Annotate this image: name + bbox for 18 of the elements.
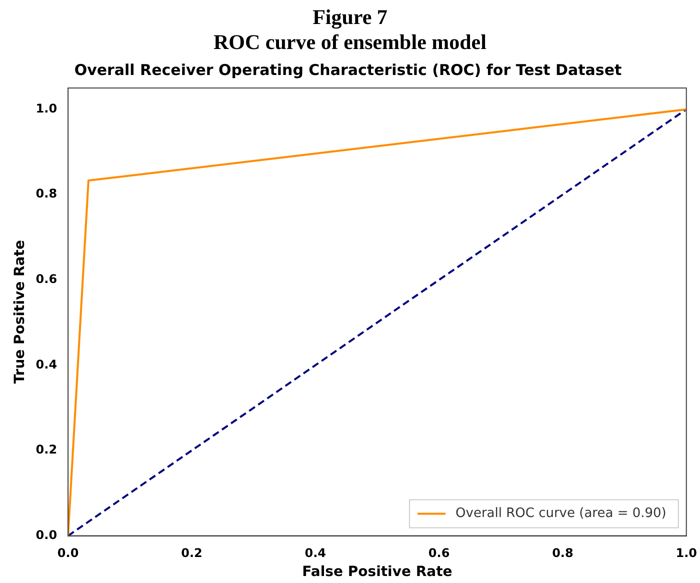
legend-label: Overall ROC curve (area = 0.90) xyxy=(456,506,666,522)
y-axis-title: True Positive Rate xyxy=(12,240,28,384)
x-tick-label: 1.0 xyxy=(676,546,698,560)
x-tick-label: 0.6 xyxy=(428,546,450,560)
chart-title: Overall Receiver Operating Characteristic (ROC) for Test Dataset xyxy=(74,60,622,79)
y-tick-label: 0.2 xyxy=(36,442,58,457)
x-tick-label: 0.8 xyxy=(552,546,574,560)
y-tick-label: 0.6 xyxy=(36,272,58,286)
y-tick-label: 0.4 xyxy=(36,357,58,372)
y-tick-label: 0.8 xyxy=(36,186,58,201)
x-tick-label: 0.4 xyxy=(304,546,326,560)
x-axis-title: False Positive Rate xyxy=(302,564,452,580)
caption: Figure 7 xyxy=(312,5,388,30)
y-tick-label: 1.0 xyxy=(36,101,58,116)
y-tick-label: 0.0 xyxy=(36,528,58,542)
x-tick-label: 0.2 xyxy=(181,546,202,560)
text: ROC curve of ensemble model xyxy=(212,30,488,55)
x-tick-label: 0.0 xyxy=(57,546,79,560)
